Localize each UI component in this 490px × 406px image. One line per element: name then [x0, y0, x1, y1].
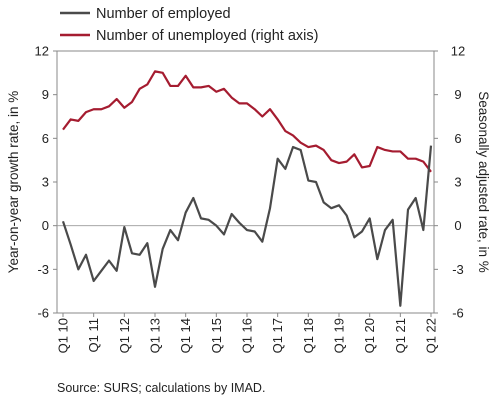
- left-y-tick-label: 9: [42, 87, 49, 102]
- left-y-tick-label: 6: [42, 131, 49, 146]
- x-tick-label: Q1 18: [301, 318, 316, 353]
- left-y-tick-label: -3: [37, 262, 49, 277]
- x-tick-label: Q1 15: [209, 318, 224, 353]
- source-note: Source: SURS; calculations by IMAD.: [57, 381, 265, 395]
- plot-frame: [56, 50, 435, 314]
- x-tick-label: Q1 14: [178, 318, 193, 353]
- left-y-tick-label: 3: [42, 175, 49, 190]
- x-tick-label: Q1 13: [148, 318, 163, 353]
- x-tick-label: Q1 17: [270, 318, 285, 353]
- right-y-tick-label: 0: [454, 218, 461, 233]
- right-y-tick-label: -6: [452, 306, 464, 321]
- left-y-tick-label: 12: [35, 44, 49, 59]
- left-y-tick-label: 0: [42, 218, 49, 233]
- series-line-employed: [61, 145, 433, 307]
- legend: Number of employed Number of unemployed …: [60, 6, 318, 44]
- left-y-tick-label: -6: [37, 306, 49, 321]
- x-tick-label: Q1 19: [332, 318, 347, 353]
- right-axis-title: Seasonally adjusted rate, in %: [476, 91, 490, 273]
- x-tick-label: Q1 11: [86, 318, 101, 352]
- right-y-tick-label: 3: [454, 175, 461, 190]
- right-y-tick-label: -3: [452, 262, 464, 277]
- x-tick-label: Q1 16: [240, 318, 255, 353]
- x-axis: Q1 10 Q1 11 Q1 12 Q1 13 Q1 14 Q1 15 Q1 16 Q1 17…: [56, 313, 439, 353]
- legend-label-unemployed: Number of unemployed (right axis): [96, 28, 318, 44]
- left-axis-title: Year-on-year growth rate, in %: [6, 91, 21, 274]
- x-tick-label: Q1 22: [424, 318, 439, 353]
- x-tick-label: Q1 20: [362, 318, 377, 353]
- left-y-axis: -6 -3 0 3 6 9 12: [35, 44, 57, 321]
- right-y-tick-label: 6: [454, 131, 461, 146]
- x-tick-label: Q1 21: [393, 318, 408, 353]
- right-y-tick-label: 9: [454, 87, 461, 102]
- right-y-axis: -6 -3 0 3 6 9 12: [434, 44, 465, 321]
- legend-label-employed: Number of employed: [96, 6, 231, 22]
- x-tick-label: Q1 10: [56, 318, 71, 353]
- right-y-tick-label: 12: [451, 44, 465, 59]
- x-tick-label: Q1 12: [117, 318, 132, 353]
- series-line-unemployed: [62, 70, 432, 173]
